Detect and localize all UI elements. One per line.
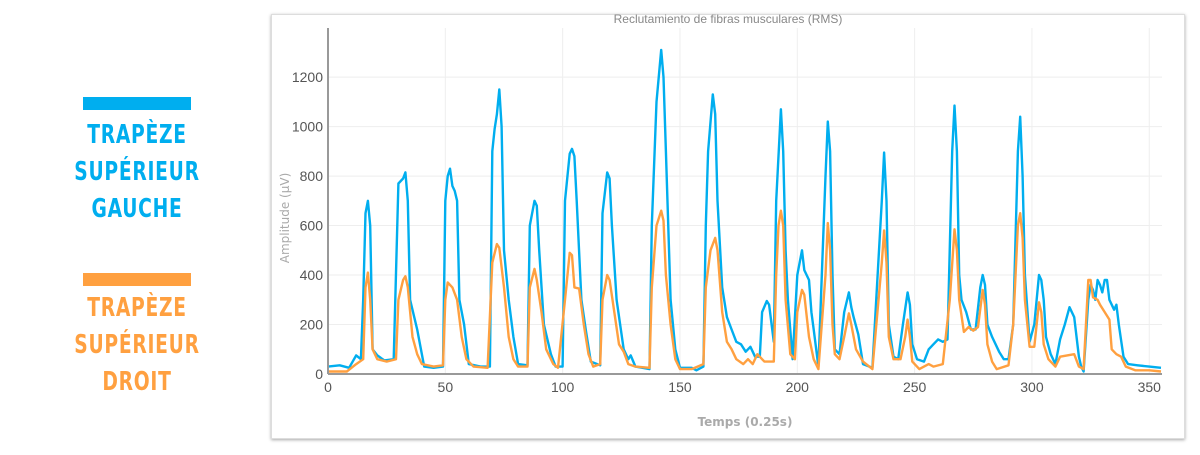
- legend-label-line1: TRAPÈZE SUPÉRIEUR: [74, 293, 200, 360]
- x-tick-label: 200: [786, 379, 810, 395]
- legend-swatch-right-trapezius: [83, 273, 191, 286]
- y-tick-label: 0: [315, 366, 323, 382]
- y-tick-label: 1200: [292, 69, 323, 85]
- x-tick-label: 150: [668, 379, 692, 395]
- series-line-right-trapezius: [328, 209, 1162, 373]
- x-tick-label: 100: [551, 379, 575, 395]
- y-tick-label: 800: [300, 168, 324, 184]
- x-tick-label: 300: [1020, 379, 1044, 395]
- y-axis-label: Amplitude (µV): [278, 173, 292, 264]
- x-tick-label: 250: [903, 379, 927, 395]
- legend-label-line2: DROIT: [102, 367, 172, 397]
- series-lines: [327, 48, 1162, 373]
- chart-title: Reclutamiento de fibras musculares (RMS): [614, 12, 843, 26]
- chart-card: [271, 14, 1185, 439]
- series-line-left-trapezius: [327, 48, 1162, 373]
- y-tick-label: 1000: [292, 119, 323, 135]
- legend-label-left-trapezius: TRAPÈZE SUPÉRIEUR GAUCHE: [38, 117, 235, 228]
- y-tick-label: 200: [300, 317, 324, 333]
- y-tick-label: 600: [300, 218, 324, 234]
- y-tick-label: 400: [300, 267, 324, 283]
- legend-label-line1: TRAPÈZE SUPÉRIEUR: [74, 120, 200, 187]
- x-tick-label: 50: [438, 379, 454, 395]
- legend-label-line2: GAUCHE: [91, 194, 183, 224]
- legend-swatch-left-trapezius: [83, 97, 191, 110]
- tick-labels: 0 50 100 150 200 250 300 350 0 200 400 600 800 1000 12…: [292, 69, 1161, 395]
- x-tick-label: 0: [324, 379, 332, 395]
- x-axis-label: Temps (0.25s): [698, 415, 793, 429]
- x-tick-label: 350: [1138, 379, 1162, 395]
- legend-label-right-trapezius: TRAPÈZE SUPÉRIEUR DROIT: [38, 290, 235, 401]
